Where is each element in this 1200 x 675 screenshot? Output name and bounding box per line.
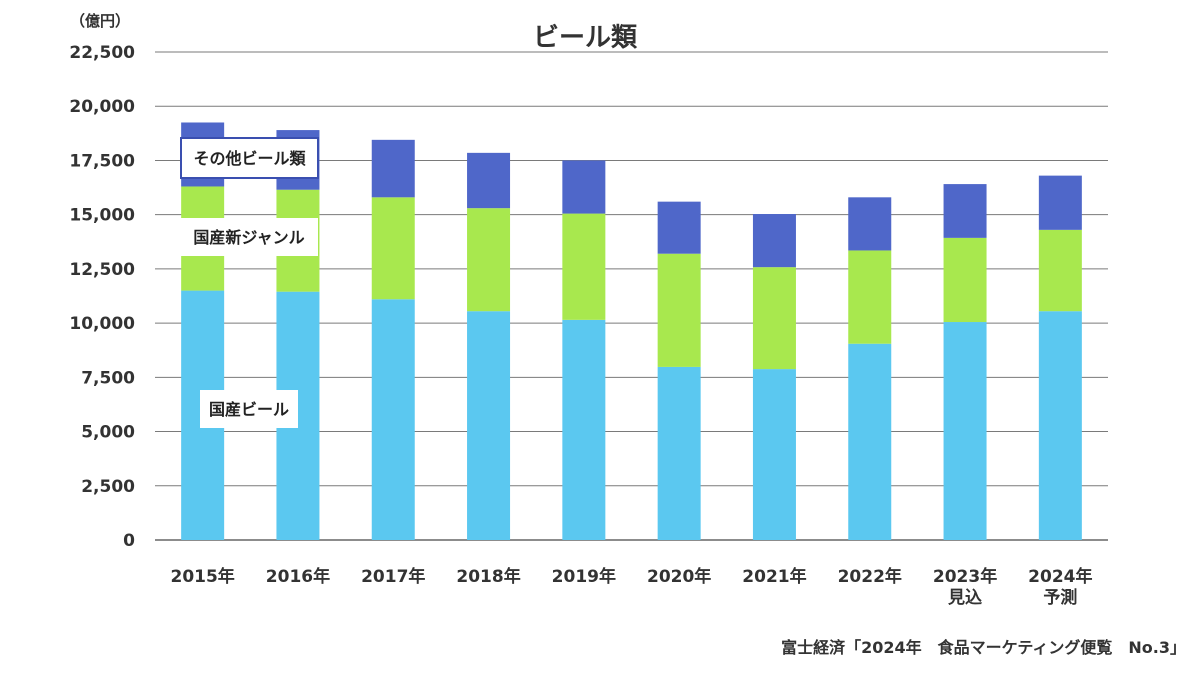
- bar-segment-1: [467, 311, 511, 540]
- bar-segment-2: [371, 197, 415, 300]
- y-tick-label: 20,000: [69, 97, 135, 117]
- bar-segment-1: [752, 369, 796, 540]
- series-label-box: [180, 137, 319, 179]
- bar-segment-3: [943, 184, 987, 238]
- x-tick-label: 2019年: [552, 566, 616, 587]
- bar-segment-1: [657, 366, 701, 540]
- bar-segment-3: [848, 197, 892, 251]
- x-tick-label: 2023年見込: [933, 566, 997, 608]
- bars: [181, 122, 1082, 540]
- x-tick-label: 2015年: [170, 566, 234, 587]
- y-tick-label: 0: [123, 531, 135, 551]
- bar-segment-2: [467, 208, 511, 312]
- bar-segment-1: [562, 319, 606, 540]
- x-tick-label: 2016年: [266, 566, 330, 587]
- series-label-box: [180, 218, 318, 256]
- bar-segment-3: [657, 201, 701, 254]
- series-label: その他ビール類: [193, 149, 306, 168]
- stacked-bar-chart: ビール類 （億円） 0 2,500 5,000 7,500 10,000 12,500 15…: [69, 12, 1108, 608]
- bar-segment-1: [943, 322, 987, 540]
- y-tick-label: 12,500: [69, 260, 135, 280]
- bar-segment-2: [1038, 229, 1082, 312]
- y-tick-label: 5,000: [81, 423, 135, 443]
- bar-segment-3: [467, 152, 511, 209]
- bar-segment-1: [371, 299, 415, 540]
- series-label: 国産新ジャンル: [193, 228, 304, 247]
- x-tick-label: 2018年: [456, 566, 520, 587]
- x-tick-label: 2024年予測: [1028, 566, 1092, 608]
- bar-segment-3: [371, 139, 415, 198]
- x-tick-label: 2021年: [742, 566, 806, 587]
- unit-label: （億円）: [70, 12, 130, 30]
- bar-segment-2: [848, 250, 892, 344]
- y-tick-label: 7,500: [81, 368, 135, 388]
- x-tick-label: 2017年: [361, 566, 425, 587]
- y-tick-label: 15,000: [69, 206, 135, 226]
- x-axis-ticks: 2015年 2016年 2017年 2018年 2019年 2020年 2021年 2022年…: [170, 566, 1092, 608]
- source-note: 富士経済「2024年 食品マーケティング便覧 No.3」: [781, 638, 1186, 657]
- y-tick-label: 10,000: [69, 314, 135, 334]
- bar-segment-2: [657, 253, 701, 367]
- bar-segment-3: [562, 160, 606, 214]
- bar-segment-3: [1038, 175, 1082, 230]
- x-tick-label: 2022年: [838, 566, 902, 587]
- bar-segment-1: [1038, 311, 1082, 540]
- series-label: 国産ビール: [209, 400, 289, 419]
- y-tick-label: 22,500: [69, 43, 135, 63]
- series-label-box: [200, 390, 298, 428]
- bar-segment-3: [752, 214, 796, 268]
- bar-segment-2: [752, 267, 796, 370]
- bar-segment-2: [943, 237, 987, 323]
- bar-segment-2: [562, 213, 606, 320]
- y-axis-ticks: 0 2,500 5,000 7,500 10,000 12,500 15,000 17,500…: [69, 43, 135, 551]
- bar-segment-1: [848, 343, 892, 540]
- y-tick-label: 17,500: [69, 151, 135, 171]
- chart-title: ビール類: [533, 23, 638, 53]
- x-tick-label: 2020年: [647, 566, 711, 587]
- y-tick-label: 2,500: [81, 477, 135, 497]
